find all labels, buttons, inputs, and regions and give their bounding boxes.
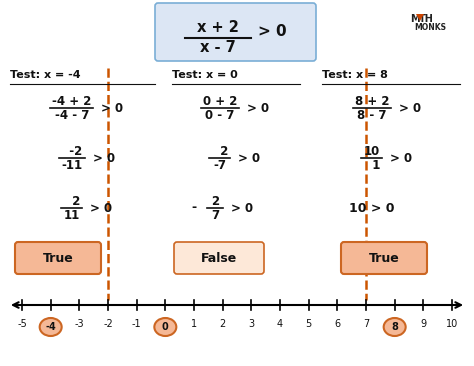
Text: 9: 9 (420, 319, 427, 329)
Ellipse shape (383, 318, 406, 336)
Text: -4 + 2: -4 + 2 (52, 95, 91, 108)
Text: > 0: > 0 (258, 25, 287, 40)
Text: 8 - 7: 8 - 7 (357, 109, 387, 122)
Text: 0: 0 (162, 319, 168, 329)
Text: 1: 1 (364, 159, 380, 172)
Text: 6: 6 (334, 319, 340, 329)
Text: Test: x = 8: Test: x = 8 (322, 70, 388, 80)
Text: MONKS: MONKS (414, 23, 446, 32)
Text: Test: x = 0: Test: x = 0 (172, 70, 238, 80)
Text: -2: -2 (103, 319, 113, 329)
Text: 8: 8 (391, 322, 398, 332)
Text: -1: -1 (132, 319, 141, 329)
Text: -3: -3 (74, 319, 84, 329)
FancyBboxPatch shape (155, 3, 316, 61)
Text: False: False (201, 251, 237, 265)
Text: 11: 11 (64, 209, 80, 222)
Text: x + 2: x + 2 (197, 20, 239, 35)
Text: 10: 10 (364, 145, 380, 158)
Polygon shape (416, 14, 424, 21)
Ellipse shape (155, 318, 176, 336)
Text: > 0: > 0 (91, 202, 113, 214)
Text: x - 7: x - 7 (200, 40, 236, 55)
Text: -4: -4 (46, 322, 56, 332)
Text: 2: 2 (64, 195, 80, 208)
Text: 8: 8 (392, 319, 398, 329)
Text: > 0: > 0 (101, 101, 124, 115)
Text: > 0: > 0 (247, 101, 269, 115)
Text: True: True (369, 251, 400, 265)
Text: 4: 4 (277, 319, 283, 329)
FancyBboxPatch shape (174, 242, 264, 274)
Text: 2: 2 (219, 319, 226, 329)
Text: 5: 5 (306, 319, 312, 329)
Text: 10 > 0: 10 > 0 (349, 202, 395, 214)
Text: -7: -7 (213, 159, 227, 172)
Text: > 0: > 0 (93, 152, 115, 164)
Text: 8 + 2: 8 + 2 (355, 95, 389, 108)
Text: 10: 10 (446, 319, 458, 329)
FancyBboxPatch shape (341, 242, 427, 274)
FancyBboxPatch shape (15, 242, 101, 274)
Text: -2: -2 (61, 145, 82, 158)
Text: -4 - 7: -4 - 7 (55, 109, 89, 122)
Text: > 0: > 0 (238, 152, 261, 164)
Text: > 0: > 0 (391, 152, 413, 164)
Text: 3: 3 (248, 319, 255, 329)
Text: -: - (191, 202, 196, 214)
Text: > 0: > 0 (399, 101, 421, 115)
Text: 0 - 7: 0 - 7 (205, 109, 235, 122)
Ellipse shape (40, 318, 62, 336)
Text: 1: 1 (191, 319, 197, 329)
Text: -11: -11 (62, 159, 82, 172)
Text: -4: -4 (46, 319, 55, 329)
Text: -5: -5 (17, 319, 27, 329)
Text: 0 + 2: 0 + 2 (203, 95, 237, 108)
Text: 2: 2 (212, 145, 228, 158)
Text: True: True (43, 251, 73, 265)
Text: 7: 7 (211, 209, 219, 222)
Text: 7: 7 (363, 319, 369, 329)
Text: 0: 0 (162, 322, 169, 332)
Text: TH: TH (419, 14, 434, 24)
Text: M: M (410, 14, 419, 24)
Text: Test: x = -4: Test: x = -4 (10, 70, 81, 80)
Text: > 0: > 0 (231, 202, 253, 214)
Text: 2: 2 (211, 195, 219, 208)
